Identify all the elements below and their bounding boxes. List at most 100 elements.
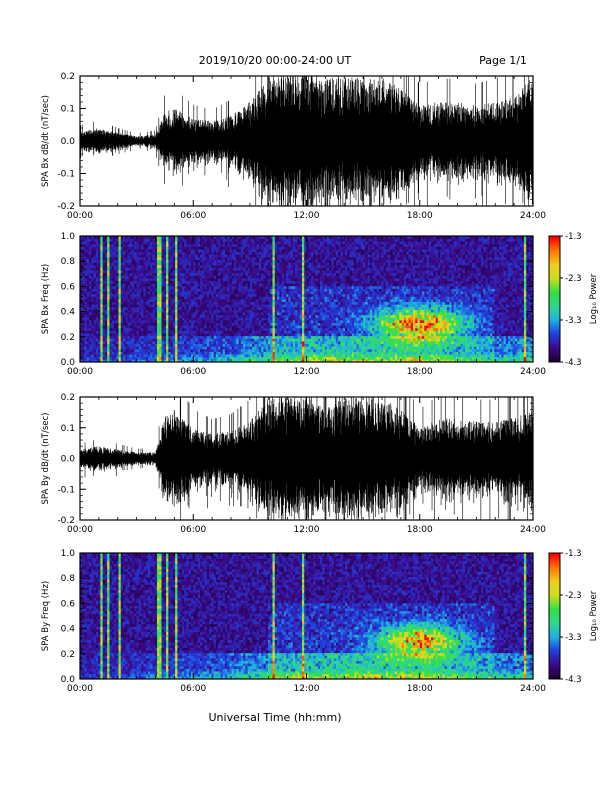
spectrogram-cell — [91, 246, 94, 250]
spectrogram-cell — [93, 272, 97, 276]
spectrogram-cell — [261, 238, 264, 242]
spectrogram-cell — [91, 346, 94, 350]
y-tick-label: 0.1 — [61, 105, 75, 115]
spectrogram-cell — [295, 330, 298, 334]
spectrogram-cell — [263, 283, 267, 287]
spectrogram-cell — [129, 293, 133, 297]
spectrogram-cell — [290, 317, 294, 321]
spectrogram-cell — [104, 304, 108, 308]
spectrogram-cell — [308, 296, 312, 300]
spectrogram-cell — [238, 356, 242, 360]
spectrogram-cell — [252, 251, 255, 255]
spectrogram-cell — [143, 351, 147, 355]
spectrogram-cell — [301, 356, 305, 360]
spectrogram-cell — [145, 359, 149, 363]
spectrogram-cell — [268, 241, 271, 245]
spectrogram-cell — [123, 296, 126, 300]
spectrogram-cell — [170, 257, 174, 261]
spectrogram-cell — [286, 301, 289, 305]
spectrogram-cell — [86, 354, 90, 358]
spectrogram-cell — [211, 341, 215, 345]
spectrogram-cell — [272, 348, 276, 352]
spectrogram-cell — [118, 267, 122, 271]
spectrogram-cell — [179, 285, 183, 289]
spectrogram-cell — [125, 246, 128, 250]
spectrogram-cell — [181, 325, 185, 329]
spectrogram-cell — [104, 236, 108, 240]
spectrogram-cell — [179, 270, 183, 274]
spectrogram-cell — [272, 264, 276, 268]
spectrogram-cell — [154, 241, 158, 245]
spectrogram-cell — [299, 335, 303, 339]
spectrogram-cell — [292, 333, 296, 337]
spectrogram-cell — [261, 341, 264, 345]
spectrogram-cell — [82, 238, 85, 242]
spectrogram-cell — [157, 359, 160, 363]
spectrogram-cell — [152, 359, 156, 363]
spectrogram-cell — [129, 241, 133, 245]
spectrogram-cell — [243, 341, 246, 345]
spectrogram-cell — [84, 312, 88, 316]
spectrogram-cell — [123, 299, 126, 303]
spectrogram-cell — [247, 264, 251, 268]
spectrogram-cell — [224, 264, 228, 268]
spectrogram-cell — [263, 280, 267, 284]
spectrogram-cell — [161, 304, 165, 308]
spectrogram-cell — [277, 262, 280, 266]
spectrogram-cell — [243, 285, 246, 289]
spectrogram-cell — [113, 285, 117, 289]
spectrogram-cell — [268, 320, 271, 324]
spectrogram-cell — [145, 314, 149, 318]
spectrogram-cell — [150, 327, 153, 331]
spectrogram-cell — [95, 259, 99, 263]
spectrogram-cell — [277, 343, 280, 347]
spectrogram-cell — [188, 327, 192, 331]
spectrogram-cell — [152, 243, 156, 247]
spectrogram-cell — [184, 257, 187, 261]
spectrogram-cell — [222, 304, 226, 308]
spectrogram-cell — [157, 259, 160, 263]
spectrogram-cell — [172, 354, 176, 358]
spectrogram-cell — [243, 296, 246, 300]
spectrogram-cell — [123, 243, 126, 247]
spectrogram-cell — [89, 299, 92, 303]
spectrogram-cell — [254, 312, 258, 316]
spectrogram-cell — [86, 327, 90, 331]
spectrogram-cell — [123, 343, 126, 347]
spectrogram-cell — [190, 359, 194, 363]
spectrogram-cell — [163, 246, 167, 250]
spectrogram-cell — [168, 301, 172, 305]
spectrogram-cell — [188, 359, 192, 363]
spectrogram-cell — [150, 296, 153, 300]
spectrogram-cell — [184, 293, 187, 297]
spectrogram-cell — [109, 238, 113, 242]
spectrogram-cell — [80, 333, 83, 337]
spectrogram-cell — [141, 272, 144, 276]
spectrogram-cell — [281, 251, 285, 255]
spectrogram-cell — [304, 262, 307, 266]
spectrogram-cell — [163, 291, 167, 295]
spectrogram-cell — [304, 246, 307, 250]
spectrogram-cell — [290, 354, 294, 358]
spectrogram-cell — [281, 241, 285, 245]
spectrogram-cell — [175, 304, 178, 308]
spectrogram-cell — [247, 338, 251, 342]
spectrogram-cell — [283, 278, 287, 282]
spectrogram-cell — [123, 351, 126, 355]
spectrogram-cell — [111, 246, 115, 250]
spectrogram-cell — [197, 275, 201, 279]
spectrogram-cell — [231, 246, 235, 250]
spectrogram-cell — [299, 243, 303, 247]
spectrogram-cell — [172, 351, 176, 355]
spectrogram-cell — [188, 343, 192, 347]
spectrogram-cell — [308, 283, 312, 287]
spectrogram-cell — [247, 243, 251, 247]
spectrogram-cell — [181, 264, 185, 268]
spectrogram-cell — [299, 264, 303, 268]
spectrogram-cell — [152, 320, 156, 324]
spectrogram-cell — [206, 301, 210, 305]
spectrogram-cell — [177, 338, 181, 342]
spectrogram-cell — [220, 259, 224, 263]
spectrogram-cell — [145, 356, 149, 360]
spectrogram-cell — [104, 333, 108, 337]
